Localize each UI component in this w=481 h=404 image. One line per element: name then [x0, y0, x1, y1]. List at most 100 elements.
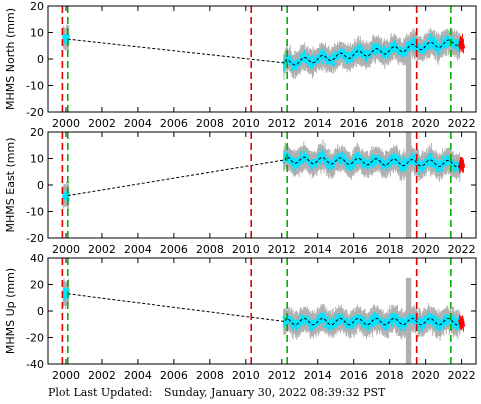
daily-position-point	[341, 152, 344, 156]
daily-position-point	[380, 48, 383, 52]
daily-position-point	[433, 39, 436, 43]
daily-position-point	[455, 39, 458, 43]
daily-position-point	[298, 324, 301, 328]
x-tick-label: 2016	[340, 243, 368, 256]
daily-position-point	[285, 152, 288, 156]
daily-position-point	[310, 62, 313, 66]
daily-position-point	[382, 51, 385, 55]
daily-position-point	[312, 159, 315, 163]
daily-position-point	[387, 53, 390, 57]
daily-position-point	[330, 53, 333, 57]
daily-position-point	[423, 50, 426, 54]
daily-position-point	[396, 43, 399, 47]
daily-position-point	[384, 165, 387, 169]
daily-position-point	[430, 35, 433, 39]
daily-position-point	[297, 161, 300, 165]
daily-position-point	[320, 161, 323, 165]
daily-position-point	[352, 161, 355, 165]
daily-position-point	[286, 150, 289, 154]
daily-position-point	[309, 322, 312, 326]
daily-position-point	[299, 151, 302, 155]
x-tick-label: 2004	[124, 117, 152, 130]
daily-position-point	[339, 162, 342, 166]
daily-position-point	[454, 165, 457, 169]
daily-position-point	[444, 37, 447, 41]
daily-position-point	[292, 326, 295, 330]
daily-position-point	[373, 163, 376, 167]
daily-position-point	[349, 59, 352, 63]
daily-position-point	[346, 59, 349, 63]
daily-position-point	[379, 48, 382, 52]
daily-position-point	[367, 165, 370, 169]
daily-position-point	[387, 46, 390, 50]
daily-position-point	[356, 154, 359, 158]
daily-position-point	[430, 164, 433, 168]
daily-position-point	[393, 152, 396, 156]
daily-position-point	[300, 153, 303, 157]
x-tick-label: 2002	[88, 243, 116, 256]
daily-position-point	[412, 41, 415, 45]
daily-position-point	[309, 65, 312, 69]
x-tick-label: 2016	[340, 117, 368, 130]
daily-position-point	[320, 50, 323, 54]
x-tick-label: 2012	[268, 243, 296, 256]
daily-position-point	[311, 64, 314, 68]
daily-position-point	[376, 51, 379, 55]
daily-position-point	[63, 192, 66, 196]
x-tick-label: 2002	[88, 117, 116, 130]
daily-position-point	[405, 52, 408, 56]
daily-position-point	[382, 45, 385, 49]
daily-position-point	[347, 51, 350, 55]
daily-position-point	[426, 47, 429, 51]
daily-position-point	[297, 63, 300, 67]
daily-position-point	[400, 169, 403, 173]
daily-position-point	[328, 55, 331, 59]
daily-position-point	[326, 60, 329, 64]
daily-position-point	[321, 152, 324, 156]
daily-position-point	[331, 61, 334, 65]
daily-position-point	[290, 160, 293, 164]
daily-position-point	[441, 155, 444, 159]
daily-position-point	[421, 160, 424, 164]
daily-position-point	[444, 159, 447, 163]
daily-position-point	[444, 45, 447, 49]
daily-position-point	[448, 43, 451, 47]
daily-position-group	[282, 311, 461, 332]
daily-position-point	[399, 162, 402, 166]
outlier-band	[405, 37, 412, 112]
daily-position-point	[436, 160, 439, 164]
daily-position-point	[366, 50, 369, 54]
daily-position-point	[447, 36, 450, 40]
x-tick-label: 2022	[448, 117, 476, 130]
daily-position-point	[382, 159, 385, 163]
daily-position-point	[454, 168, 457, 172]
final-position-point	[461, 45, 465, 49]
daily-position-point	[353, 54, 356, 58]
daily-position-point	[333, 161, 336, 165]
daily-position-point	[387, 55, 390, 59]
daily-position-point	[435, 40, 438, 44]
daily-position-point	[433, 158, 436, 162]
daily-position-point	[374, 51, 377, 55]
daily-position-point	[387, 158, 390, 162]
daily-position-point	[385, 167, 388, 171]
daily-position-point	[378, 45, 381, 49]
daily-position-point	[409, 46, 412, 50]
daily-position-point	[363, 51, 366, 55]
daily-position-point	[338, 153, 341, 157]
daily-position-point	[310, 325, 313, 329]
daily-position-point	[321, 61, 324, 65]
x-tick-label: 2014	[304, 117, 332, 130]
daily-position-point	[324, 52, 327, 56]
daily-position-point	[313, 63, 316, 67]
daily-position-point	[302, 160, 305, 164]
daily-position-point	[352, 58, 355, 62]
daily-position-point	[314, 57, 317, 61]
daily-position-point	[402, 156, 405, 160]
daily-position-point	[330, 59, 333, 63]
daily-position-point	[283, 154, 286, 158]
daily-position-point	[302, 59, 305, 63]
daily-position-point	[451, 45, 454, 49]
daily-position-point	[307, 317, 310, 321]
daily-position-point	[456, 165, 459, 169]
